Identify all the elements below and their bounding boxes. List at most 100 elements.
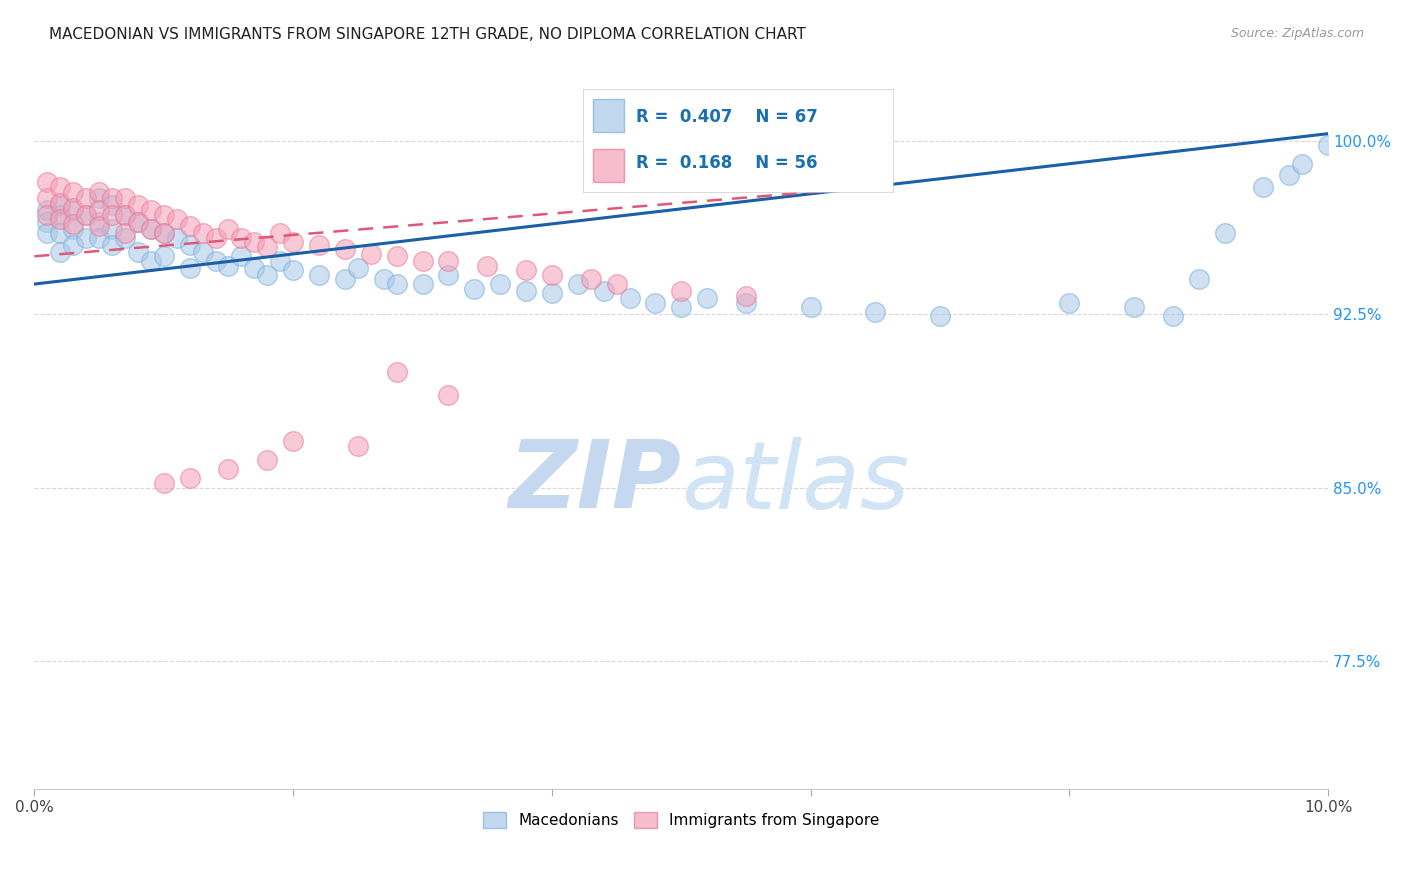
Point — [619, 291, 641, 305]
Point — [281, 235, 304, 250]
Point — [281, 263, 304, 277]
Point — [114, 208, 136, 222]
Point — [114, 226, 136, 240]
Point — [333, 243, 356, 257]
Point — [139, 221, 162, 235]
Point — [437, 254, 460, 268]
Point — [256, 240, 278, 254]
Point — [515, 263, 537, 277]
Point — [75, 231, 97, 245]
Point — [152, 208, 174, 222]
Point — [37, 214, 59, 228]
Point — [1253, 179, 1275, 194]
Point — [152, 249, 174, 263]
Point — [139, 221, 162, 235]
Point — [243, 260, 266, 275]
Point — [269, 254, 291, 268]
Point — [87, 191, 110, 205]
Point — [463, 282, 485, 296]
Point — [49, 244, 72, 259]
Point — [204, 254, 226, 268]
Point — [87, 219, 110, 234]
Point — [256, 453, 278, 467]
Point — [62, 237, 84, 252]
Point — [671, 300, 693, 314]
Point — [256, 268, 278, 282]
Point — [1291, 157, 1313, 171]
Point — [269, 226, 291, 240]
Point — [541, 286, 564, 301]
Point — [191, 226, 214, 240]
Point — [385, 277, 408, 291]
Text: MACEDONIAN VS IMMIGRANTS FROM SINGAPORE 12TH GRADE, NO DIPLOMA CORRELATION CHART: MACEDONIAN VS IMMIGRANTS FROM SINGAPORE … — [49, 27, 806, 42]
Point — [217, 259, 239, 273]
Point — [87, 231, 110, 245]
Point — [437, 268, 460, 282]
Point — [281, 434, 304, 449]
Point — [204, 231, 226, 245]
Point — [333, 272, 356, 286]
Point — [541, 268, 564, 282]
Point — [62, 185, 84, 199]
Point — [49, 198, 72, 212]
Point — [87, 202, 110, 217]
Point — [308, 237, 330, 252]
Point — [114, 231, 136, 245]
Text: R =  0.407    N = 67: R = 0.407 N = 67 — [636, 108, 818, 126]
Point — [49, 208, 72, 222]
Legend: Macedonians, Immigrants from Singapore: Macedonians, Immigrants from Singapore — [475, 805, 887, 836]
Point — [1161, 310, 1184, 324]
Point — [179, 237, 201, 252]
Point — [231, 231, 253, 245]
Point — [735, 288, 758, 302]
Point — [152, 226, 174, 240]
Point — [152, 476, 174, 491]
Point — [166, 231, 188, 245]
Point — [101, 237, 124, 252]
Point — [217, 221, 239, 235]
Text: atlas: atlas — [682, 437, 910, 528]
Point — [127, 198, 149, 212]
Point — [477, 259, 499, 273]
Point — [865, 305, 887, 319]
Point — [127, 214, 149, 228]
Point — [179, 260, 201, 275]
Point — [87, 185, 110, 199]
Point — [179, 219, 201, 234]
Point — [1317, 138, 1340, 153]
Point — [62, 201, 84, 215]
Point — [37, 202, 59, 217]
Point — [412, 277, 434, 291]
Text: ZIP: ZIP — [509, 436, 682, 528]
Point — [152, 226, 174, 240]
Point — [101, 198, 124, 212]
Point — [385, 365, 408, 379]
Point — [127, 244, 149, 259]
Point — [579, 272, 602, 286]
Point — [75, 191, 97, 205]
Point — [1278, 169, 1301, 183]
FancyBboxPatch shape — [593, 99, 624, 132]
Point — [179, 471, 201, 485]
Point — [101, 208, 124, 222]
Point — [49, 212, 72, 227]
Point — [49, 226, 72, 240]
Point — [37, 191, 59, 205]
Point — [243, 235, 266, 250]
Point — [346, 439, 368, 453]
Point — [929, 310, 952, 324]
Point — [87, 214, 110, 228]
Point — [139, 202, 162, 217]
Point — [101, 191, 124, 205]
Point — [62, 202, 84, 217]
Point — [437, 388, 460, 402]
Point — [696, 291, 718, 305]
Point — [191, 244, 214, 259]
Point — [49, 196, 72, 211]
Point — [166, 212, 188, 227]
Point — [49, 179, 72, 194]
Point — [592, 284, 614, 298]
Point — [127, 214, 149, 228]
Point — [346, 260, 368, 275]
Text: Source: ZipAtlas.com: Source: ZipAtlas.com — [1230, 27, 1364, 40]
